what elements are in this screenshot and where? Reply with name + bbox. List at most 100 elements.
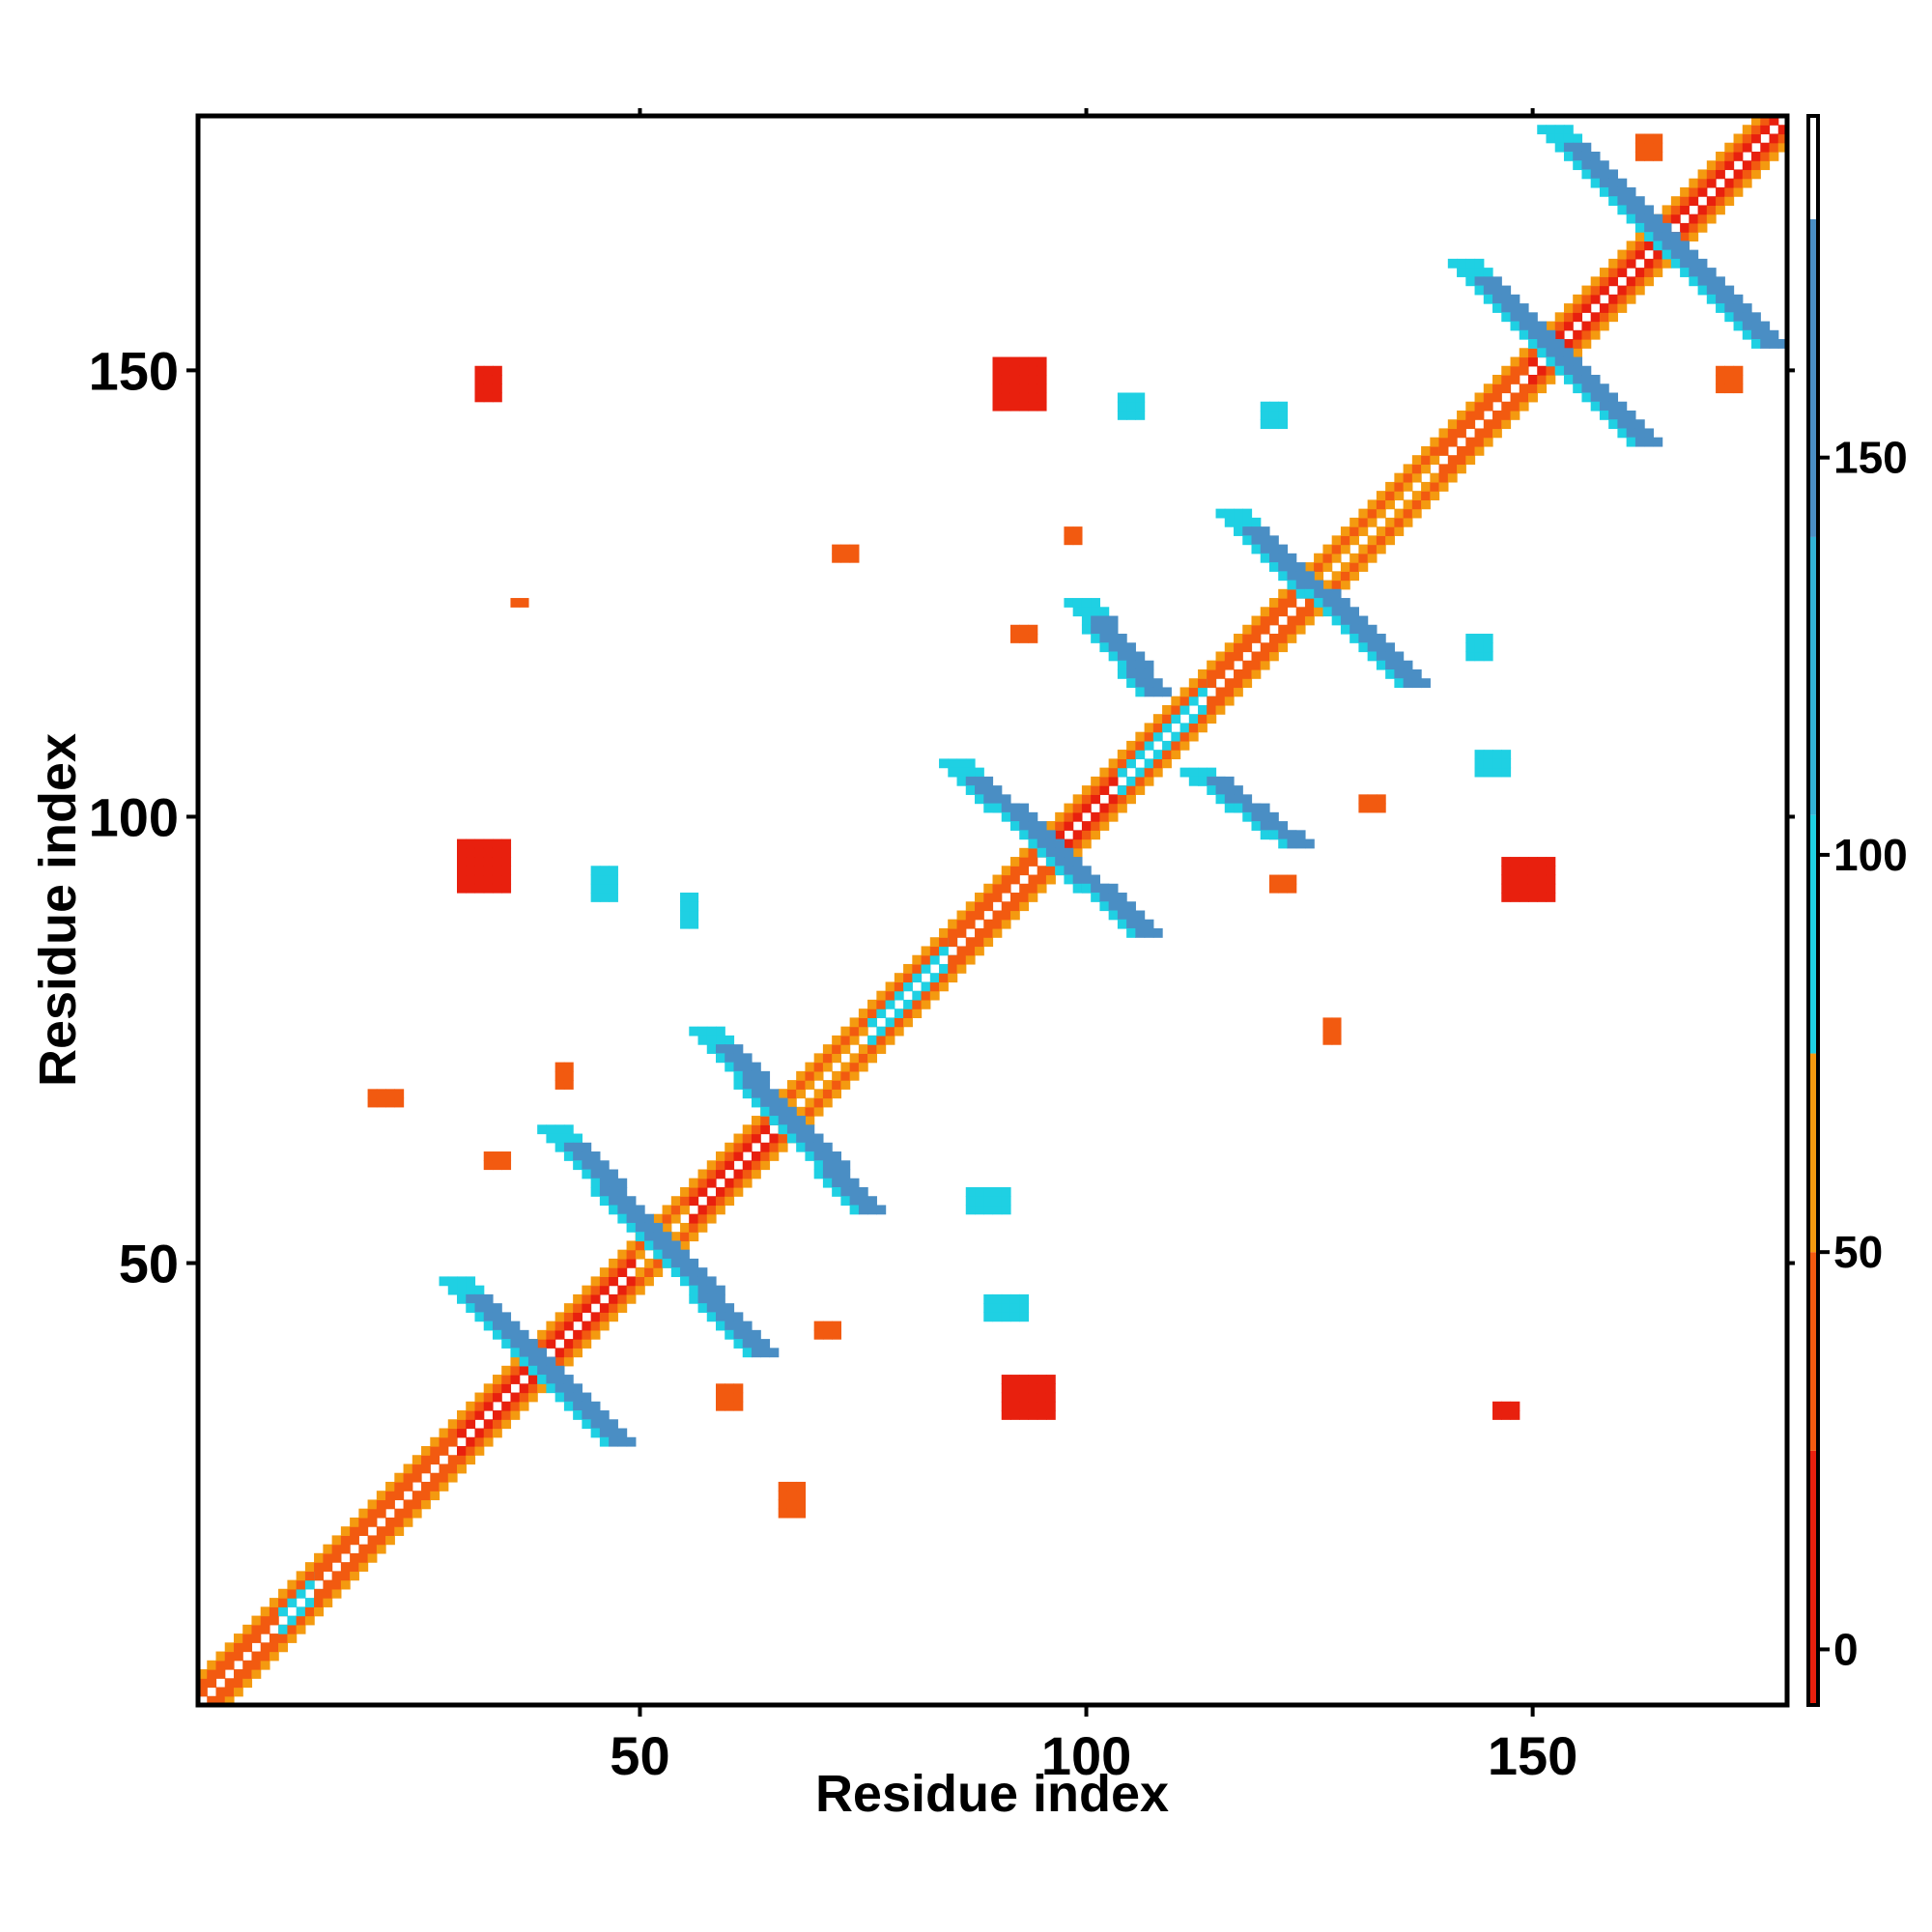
diagonal-cell xyxy=(1224,642,1235,653)
diagonal-cell xyxy=(1367,517,1378,527)
contact-cell xyxy=(724,1401,735,1411)
diagonal-cell xyxy=(832,1044,841,1054)
diagonal-cell xyxy=(751,1169,761,1179)
diagonal-cell xyxy=(1251,624,1262,635)
diagonal-cell xyxy=(1403,499,1413,510)
contact-cell xyxy=(483,384,494,394)
contact-cell xyxy=(1009,624,1020,635)
diagonal-cell xyxy=(1322,544,1333,554)
strand-cell xyxy=(1099,607,1110,617)
strand-cell xyxy=(724,1312,735,1322)
diagonal-cell xyxy=(1421,445,1431,456)
strand-cell xyxy=(1680,241,1690,251)
strand-cell xyxy=(1501,312,1512,323)
strand-cell xyxy=(1554,365,1565,376)
diagonal-cell xyxy=(1179,696,1190,706)
diagonal-cell xyxy=(1260,642,1270,653)
diagonal-cell xyxy=(1242,634,1253,643)
diagonal-cell xyxy=(251,1634,262,1643)
contact-cell xyxy=(483,883,494,894)
strand-cell xyxy=(1573,375,1583,384)
diagonal-cell xyxy=(1465,455,1476,466)
strand-cell xyxy=(1099,893,1110,902)
contact-cell xyxy=(1045,1410,1056,1420)
diagonal-cell xyxy=(1716,196,1725,207)
diagonal-cell xyxy=(617,1303,628,1313)
diagonal-cell xyxy=(1599,303,1609,313)
contact-cell xyxy=(563,1062,574,1072)
diagonal-cell xyxy=(1447,419,1458,430)
strand-cell xyxy=(1608,178,1619,188)
diagonal-cell xyxy=(1135,776,1146,786)
diagonal-cell xyxy=(1394,491,1405,500)
strand-cell xyxy=(1144,678,1154,689)
strand-cell xyxy=(1376,660,1386,670)
strand-cell xyxy=(796,1124,807,1135)
diagonal-cell xyxy=(242,1678,253,1689)
strand-cell xyxy=(1563,365,1574,376)
diagonal-cell xyxy=(340,1526,351,1537)
diagonal-cell xyxy=(1260,607,1270,617)
strand-cell xyxy=(1072,874,1083,885)
contact-cell xyxy=(965,1196,976,1207)
strand-cell xyxy=(832,1169,841,1179)
diagonal-cell xyxy=(492,1383,502,1394)
diagonal-cell xyxy=(224,1660,235,1670)
strand-cell xyxy=(697,1267,708,1278)
contact-cell xyxy=(483,365,494,376)
diagonal-cell xyxy=(1634,241,1645,251)
diagonal-cell xyxy=(599,1321,610,1331)
strand-cell xyxy=(1376,634,1386,643)
contact-cell xyxy=(1126,401,1136,412)
contact-cell xyxy=(1465,651,1476,662)
strand-cell xyxy=(1581,365,1592,376)
diagonal-cell xyxy=(1706,169,1717,180)
diagonal-cell xyxy=(1483,437,1493,447)
diagonal-cell xyxy=(1573,329,1583,340)
diagonal-cell xyxy=(314,1588,324,1599)
diagonal-cell xyxy=(439,1428,449,1438)
strand-cell xyxy=(599,1428,610,1438)
diagonal-cell xyxy=(1234,634,1243,643)
contact-cell xyxy=(1045,1383,1056,1394)
strand-cell xyxy=(1260,803,1270,813)
strand-cell xyxy=(1537,125,1548,135)
strand-cell xyxy=(1760,321,1771,331)
strand-cell xyxy=(822,1142,833,1152)
diagonal-cell xyxy=(1492,375,1502,384)
strand-cell xyxy=(582,1151,592,1161)
strand-cell xyxy=(1099,883,1110,894)
strand-cell xyxy=(1626,196,1636,207)
diagonal-cell xyxy=(975,901,984,912)
strand-cell xyxy=(1751,339,1761,349)
contact-cell xyxy=(1037,1375,1047,1384)
contact-cell xyxy=(599,893,610,902)
diagonal-cell xyxy=(207,1695,217,1706)
diagonal-cell xyxy=(948,937,958,948)
diagonal-cell xyxy=(849,1062,860,1072)
contact-cell xyxy=(822,1321,833,1331)
strand-cell xyxy=(1064,866,1074,876)
contact-cell xyxy=(849,544,860,554)
contact-cell xyxy=(689,910,699,921)
strand-cell xyxy=(1537,329,1548,340)
diagonal-cell xyxy=(992,919,1003,929)
diagonal-cell xyxy=(1376,526,1386,536)
strand-cell xyxy=(1242,508,1253,519)
diagonal-cell xyxy=(1483,401,1493,412)
diagonal-cell xyxy=(260,1606,270,1617)
contact-cell xyxy=(1653,133,1663,144)
strand-cell xyxy=(706,1303,717,1313)
contact-cell xyxy=(1009,384,1020,394)
diagonal-cell xyxy=(447,1419,458,1430)
diagonal-cell xyxy=(1563,321,1574,331)
diagonal-cell xyxy=(1599,276,1609,287)
strand-cell xyxy=(1268,553,1279,563)
strand-cell xyxy=(751,1348,761,1358)
diagonal-cell xyxy=(1278,598,1289,608)
diagonal-cell xyxy=(198,1678,208,1689)
diagonal-cell xyxy=(394,1508,405,1519)
diagonal-cell xyxy=(1117,794,1127,805)
strand-cell xyxy=(1590,160,1601,171)
strand-cell xyxy=(733,1053,744,1064)
